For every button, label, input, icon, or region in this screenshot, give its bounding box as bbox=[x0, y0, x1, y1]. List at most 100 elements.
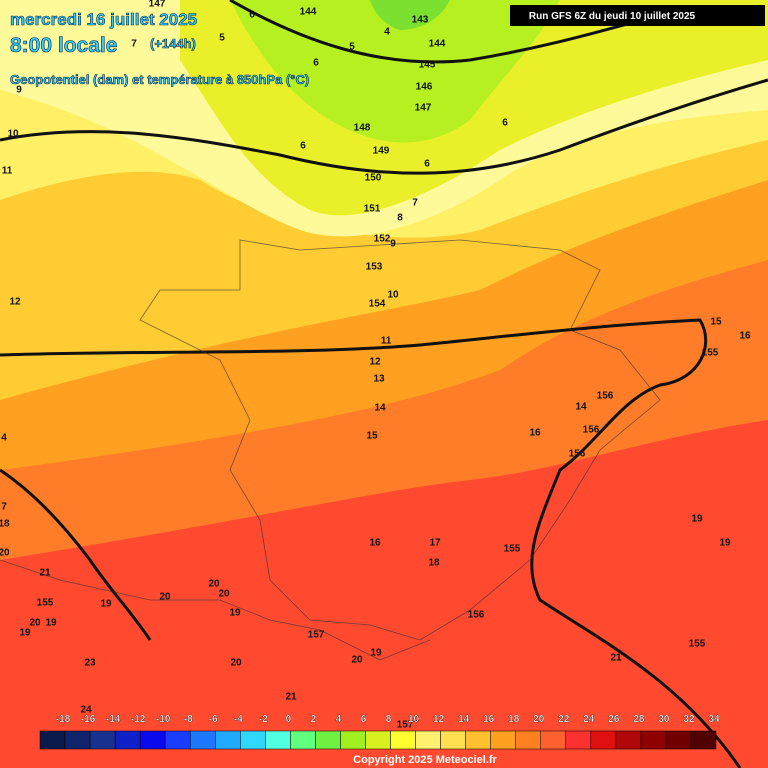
temperature-label: 21 bbox=[39, 568, 51, 579]
contour-labels: 1471441431441451461471481491501511521531… bbox=[0, 0, 751, 731]
geopotential-label: 147 bbox=[415, 103, 432, 114]
legend-swatch bbox=[565, 730, 592, 750]
legend-tick-label: 30 bbox=[658, 714, 670, 725]
geopotential-label: 144 bbox=[429, 39, 446, 50]
geopotential-label: 143 bbox=[412, 15, 429, 26]
temperature-label: 7 bbox=[131, 39, 137, 50]
legend-tick-label: 6 bbox=[361, 714, 367, 725]
temperature-label: 19 bbox=[19, 628, 31, 639]
temperature-label: 20 bbox=[0, 548, 10, 559]
temperature-label: 16 bbox=[529, 428, 541, 439]
temperature-label: 23 bbox=[84, 658, 96, 669]
geopotential-label: 151 bbox=[364, 204, 381, 215]
temperature-label: 6 bbox=[502, 118, 508, 129]
legend: -18 -16 -14 -12 -10 -8 -6 -4 -2 0 2 4 6 8 10 12 14 16 18 20… bbox=[39, 714, 720, 750]
geopotential-label: 155 bbox=[37, 598, 54, 609]
temperature-label: 6 bbox=[249, 10, 255, 21]
temperature-label: 4 bbox=[384, 27, 390, 38]
legend-swatch bbox=[365, 730, 391, 750]
geopotential-label: 154 bbox=[369, 299, 386, 310]
temperature-label: 20 bbox=[351, 655, 363, 666]
geopotential-label: 155 bbox=[504, 544, 521, 555]
legend-swatch bbox=[415, 730, 441, 750]
temperature-label: 6 bbox=[424, 159, 430, 170]
contour bbox=[0, 318, 742, 768]
temperature-label: 12 bbox=[9, 297, 21, 308]
temperature-label: 19 bbox=[691, 514, 703, 525]
temperature-label: 8 bbox=[397, 213, 403, 224]
legend-swatch bbox=[490, 730, 516, 750]
temperature-label: 10 bbox=[387, 290, 399, 301]
legend-swatch bbox=[64, 730, 91, 750]
geopotential-label: 157 bbox=[397, 720, 414, 731]
run-label: Run GFS 6Z du jeudi 10 juillet 2025 bbox=[529, 11, 696, 22]
temperature-label: 20 bbox=[29, 618, 41, 629]
contour bbox=[0, 78, 768, 175]
legend-swatch bbox=[39, 730, 66, 750]
temperature-label: 11 bbox=[2, 166, 13, 177]
geopotential-label: 146 bbox=[416, 82, 433, 93]
legend-swatch bbox=[340, 730, 366, 750]
legend-tick-label: -16 bbox=[81, 714, 96, 725]
temperature-label: 24 bbox=[80, 705, 92, 716]
geopotential-label: 144 bbox=[300, 7, 317, 18]
legend-tick-label: -8 bbox=[184, 714, 193, 725]
legend-tick-label: 12 bbox=[433, 714, 445, 725]
borders bbox=[0, 239, 661, 661]
legend-swatch bbox=[590, 730, 617, 750]
legend-tick-label: -18 bbox=[56, 714, 71, 725]
legend-tick-label: -4 bbox=[234, 714, 243, 725]
run-box bbox=[510, 5, 765, 26]
subtitle: Geopotentiel (dam) et température à 850h… bbox=[10, 72, 309, 87]
geopotential-label: 152 bbox=[374, 234, 391, 245]
legend-swatch bbox=[240, 730, 266, 750]
legend-tick-label: 16 bbox=[483, 714, 495, 725]
legend-tick-label: 14 bbox=[458, 714, 470, 725]
legend-tick-label: -2 bbox=[259, 714, 268, 725]
temperature-label: 19 bbox=[100, 599, 112, 610]
temperature-label: 5 bbox=[219, 33, 225, 44]
temperature-label: 6 bbox=[300, 141, 306, 152]
temperature-label: 9 bbox=[16, 85, 22, 96]
copyright: Copyright 2025 Meteociel.fr bbox=[353, 754, 497, 766]
temperature-label: 15 bbox=[366, 431, 378, 442]
legend-swatch bbox=[390, 730, 416, 750]
temperature-label: 4 bbox=[1, 433, 7, 444]
geopotential-label: 156 bbox=[569, 449, 586, 460]
band-green-dark bbox=[370, 0, 450, 30]
geopotential-label: 147 bbox=[149, 0, 166, 10]
date-title: mercredi 16 juillet 2025 bbox=[10, 10, 197, 29]
legend-swatch bbox=[440, 730, 466, 750]
legend-tick-label: -14 bbox=[106, 714, 121, 725]
legend-swatch bbox=[89, 730, 116, 750]
legend-tick-label: 34 bbox=[708, 714, 720, 725]
geopotential-label: 155 bbox=[702, 348, 719, 359]
legend-tick-label: 18 bbox=[508, 714, 520, 725]
temperature-label: 11 bbox=[381, 336, 392, 347]
temperature-label: 6 bbox=[313, 58, 319, 69]
geopotential-label: 156 bbox=[583, 425, 600, 436]
legend-swatch bbox=[640, 730, 667, 750]
temperature-label: 18 bbox=[428, 558, 440, 569]
legend-tick-label: 24 bbox=[583, 714, 595, 725]
legend-swatch bbox=[114, 730, 141, 750]
temperature-label: 20 bbox=[208, 579, 220, 590]
temperature-label: 20 bbox=[159, 592, 171, 603]
band-green bbox=[230, 0, 560, 143]
temperature-label: 14 bbox=[374, 403, 386, 414]
france-outline bbox=[139, 239, 661, 641]
legend-swatch bbox=[265, 730, 291, 750]
geopotential-label: 148 bbox=[354, 123, 371, 134]
legend-tick-label: 32 bbox=[683, 714, 695, 725]
legend-swatch bbox=[515, 730, 541, 750]
legend-tick-label: 22 bbox=[558, 714, 570, 725]
temperature-label: 7 bbox=[412, 198, 418, 209]
legend-tick-label: 0 bbox=[286, 714, 292, 725]
geopotential-label: 156 bbox=[468, 610, 485, 621]
legend-swatch bbox=[139, 730, 166, 750]
temperature-label: 19 bbox=[370, 648, 382, 659]
temperature-label: 14 bbox=[575, 402, 587, 413]
temperature-label: 16 bbox=[369, 538, 381, 549]
temperature-label: 10 bbox=[7, 129, 19, 140]
